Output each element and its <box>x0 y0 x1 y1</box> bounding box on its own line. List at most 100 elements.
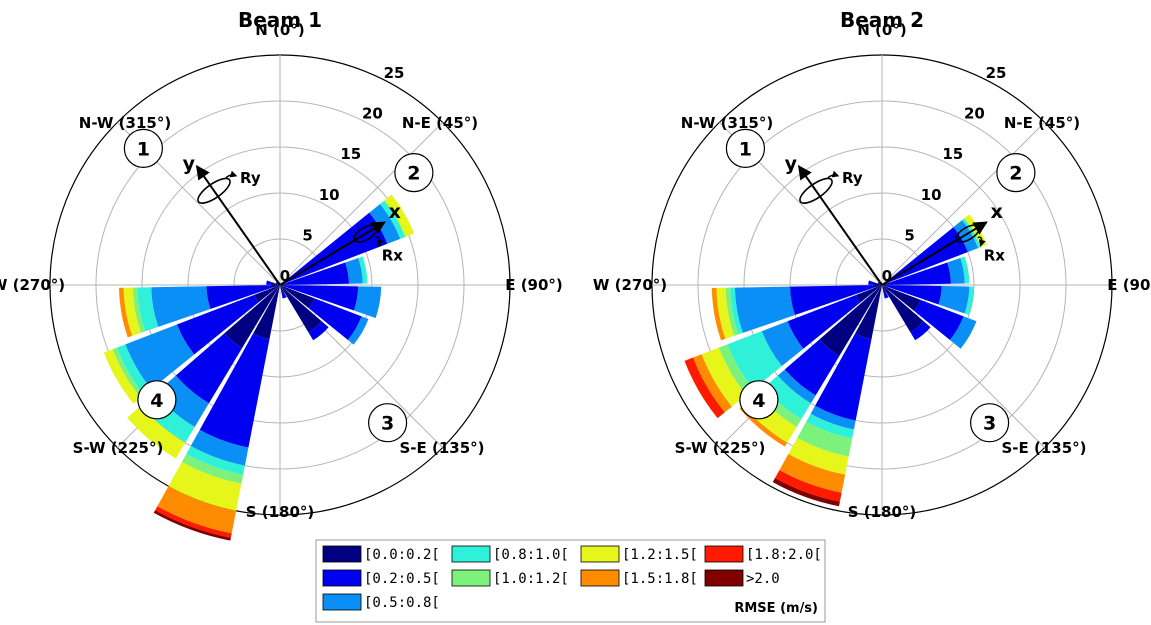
legend-item: [0.5:0.8[ <box>322 593 440 611</box>
direction-label: S-E (135°) <box>1001 439 1086 457</box>
bar-segment <box>855 285 882 340</box>
rx-rotation-icon <box>955 224 986 247</box>
legend-item: [0.0:0.2[ <box>322 545 440 563</box>
legend-label: [1.5:1.8[ <box>622 571 698 587</box>
radial-tick-label: 20 <box>964 105 985 123</box>
bar-segment <box>763 375 811 420</box>
legend-item: [1.2:1.5[ <box>580 545 698 563</box>
bar-segment <box>787 294 861 349</box>
chart-title: Beam 1 <box>238 8 322 32</box>
x-axis-arrow <box>881 221 988 286</box>
bar-segment <box>283 212 388 284</box>
bar-segment <box>155 506 232 538</box>
radial-tick-label: 5 <box>302 226 312 244</box>
bar-segment <box>718 344 754 396</box>
bar-segment <box>693 354 732 413</box>
rx-label: Rx <box>382 247 404 265</box>
bar-segment <box>684 357 725 419</box>
legend-label: [1.8:2.0[ <box>746 547 822 563</box>
bar-segment <box>784 339 840 396</box>
y-axis-arrow <box>195 165 281 286</box>
radial-tick-label: 10 <box>319 186 340 204</box>
bar-segment <box>872 285 882 288</box>
annotation-marker: 2 <box>394 153 434 193</box>
bar-segment <box>774 470 842 502</box>
bar-segment <box>734 286 796 333</box>
direction-label: W (270°) <box>0 276 65 294</box>
bar-segment <box>716 287 735 339</box>
bar-segment <box>883 293 889 299</box>
annotation-number: 1 <box>137 138 150 160</box>
direction-label: S-E (135°) <box>399 439 484 457</box>
radial-tick-label: 10 <box>921 186 942 204</box>
legend-item: [1.5:1.8[ <box>580 569 698 587</box>
radial-tick-label: 15 <box>340 145 361 163</box>
bar-segment <box>882 285 924 333</box>
legend-swatch <box>580 545 620 563</box>
bar-segment <box>123 287 141 336</box>
annotation-marker: 4 <box>137 380 177 420</box>
bar-segment <box>962 218 981 249</box>
legend-swatch <box>322 593 362 611</box>
legend-swatch <box>451 569 491 587</box>
legend-title: RMSE (m/s) <box>734 601 818 616</box>
bar-segment <box>112 347 145 398</box>
bar-segment <box>964 286 974 315</box>
bar-segment <box>175 333 243 404</box>
bar-segment <box>347 316 369 345</box>
bar-segment <box>190 429 249 466</box>
bar-segment <box>872 282 882 285</box>
bar-segment <box>761 321 804 367</box>
direction-label: W (270°) <box>593 276 667 294</box>
direction-label: E (90°) <box>1107 276 1151 294</box>
legend-item: [1.0:1.2[ <box>451 569 569 587</box>
radial-tick-label: 20 <box>362 105 383 123</box>
bar-segment <box>266 280 272 285</box>
chart-title: Beam 2 <box>840 8 924 32</box>
bar-segment <box>116 344 152 396</box>
legend-swatch <box>580 569 620 587</box>
ry-label: Ry <box>842 169 863 187</box>
bar-segment <box>949 316 977 349</box>
direction-label: S-W (225°) <box>675 439 766 457</box>
bar-segment <box>882 285 887 295</box>
x-axis-label: x <box>991 201 1003 223</box>
bar-segment <box>132 287 146 333</box>
bar-segment <box>176 294 259 355</box>
polar-chart-beam-2: Beam 2 0 5 10 15 20 25 N (0°) N-E (45°) E (90°) S… <box>593 8 1151 521</box>
bar-segment <box>254 285 280 303</box>
legend-item: [1.8:2.0[ <box>704 545 822 563</box>
bar-segment <box>730 287 743 335</box>
bar-segment <box>885 227 968 284</box>
annotation-number: 2 <box>1009 163 1022 185</box>
rx-label: Rx <box>984 247 1006 265</box>
bar-segment <box>206 285 272 309</box>
legend-swatch <box>451 545 491 563</box>
direction-label: N (0°) <box>857 21 906 39</box>
x-axis-arrow <box>279 221 386 286</box>
direction-label: N (0°) <box>255 21 304 39</box>
polar-chart-beam-1: Beam 1 0 5 10 15 20 25 N (0°) N-E (45°) E (90°) S… <box>0 8 563 541</box>
bar-segment <box>772 478 840 507</box>
bar-segment <box>380 200 406 239</box>
annotation-number: 4 <box>752 390 765 412</box>
legend-item: >2.0 <box>704 569 780 587</box>
radial-tick-label: 25 <box>986 64 1007 82</box>
bar-segment <box>882 285 921 312</box>
bar-segment <box>868 280 874 285</box>
bar-segment <box>886 262 951 285</box>
legend-swatch <box>704 545 744 563</box>
annotation-number: 1 <box>739 138 752 160</box>
grid-spoke <box>881 122 1045 286</box>
bar-segment <box>151 286 211 327</box>
bar-segment <box>353 286 382 318</box>
bar-segment <box>953 220 979 253</box>
bar-segment <box>886 285 942 305</box>
legend-label: [1.2:1.5[ <box>622 547 698 563</box>
bar-segment <box>779 453 846 493</box>
direction-label: S (180°) <box>246 503 315 521</box>
bar-segment <box>806 413 854 439</box>
direction-label: S-W (225°) <box>73 439 164 457</box>
bar-segment <box>270 282 280 285</box>
